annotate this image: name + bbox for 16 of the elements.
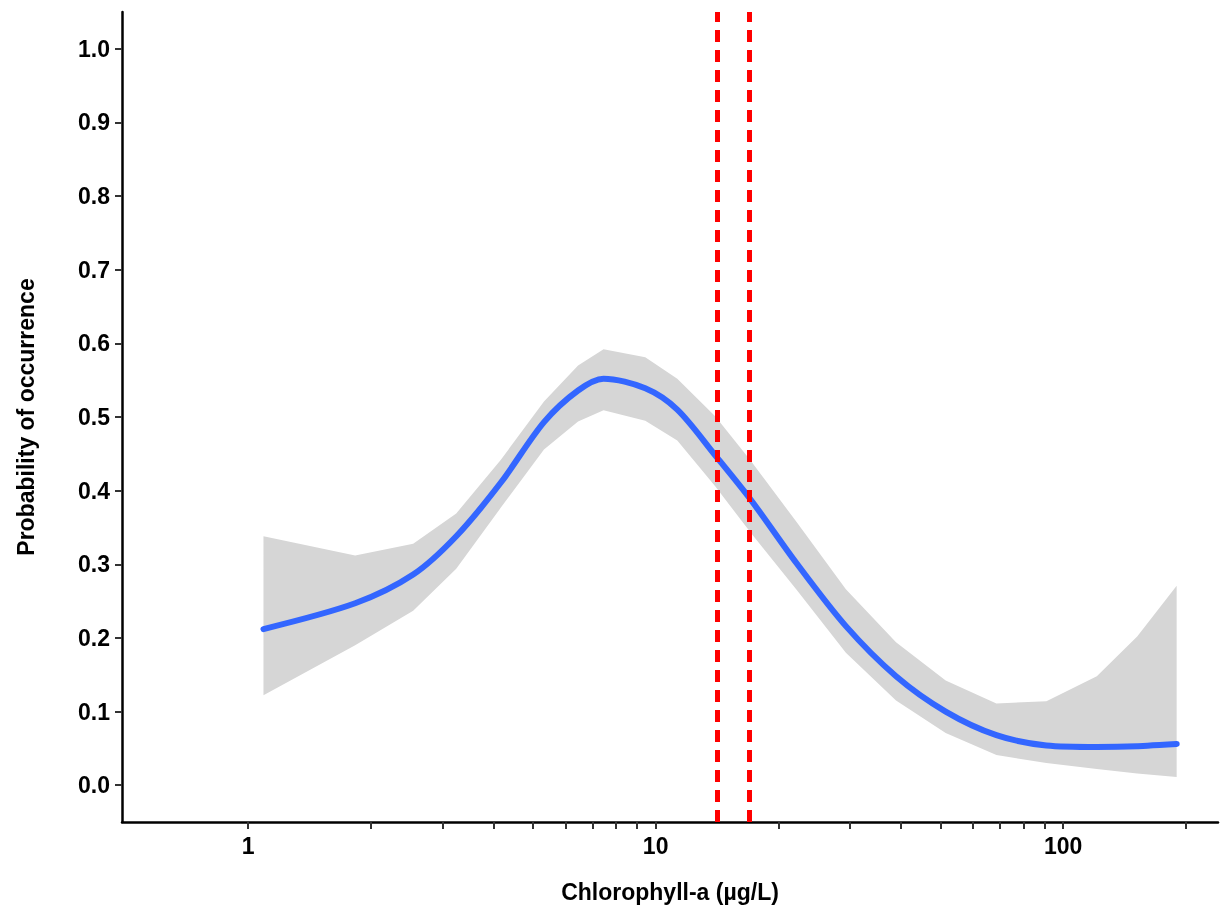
x-tick-label: 1 bbox=[241, 832, 255, 859]
y-tick-label: 0.1 bbox=[78, 698, 111, 725]
y-tick-label: 0.8 bbox=[78, 183, 111, 210]
x-tick-label: 100 bbox=[1043, 832, 1083, 859]
y-axis-title: Probability of occurrence bbox=[12, 278, 39, 556]
x-axis-title: Chlorophyll-a (µg/L) bbox=[561, 878, 779, 905]
y-tick-label: 0.4 bbox=[78, 477, 111, 504]
y-tick-label: 0.6 bbox=[78, 330, 110, 357]
y-tick-label: 0.9 bbox=[78, 109, 110, 136]
y-tick-label: 0.3 bbox=[78, 551, 110, 578]
y-tick-label: 0.5 bbox=[78, 404, 111, 430]
y-tick-label: 0.0 bbox=[78, 772, 110, 799]
y-tick-label: 0.7 bbox=[78, 256, 110, 283]
y-tick-label: 1.0 bbox=[78, 35, 110, 62]
y-tick-label: 0.2 bbox=[78, 624, 110, 651]
x-tick-label: 10 bbox=[642, 832, 669, 859]
